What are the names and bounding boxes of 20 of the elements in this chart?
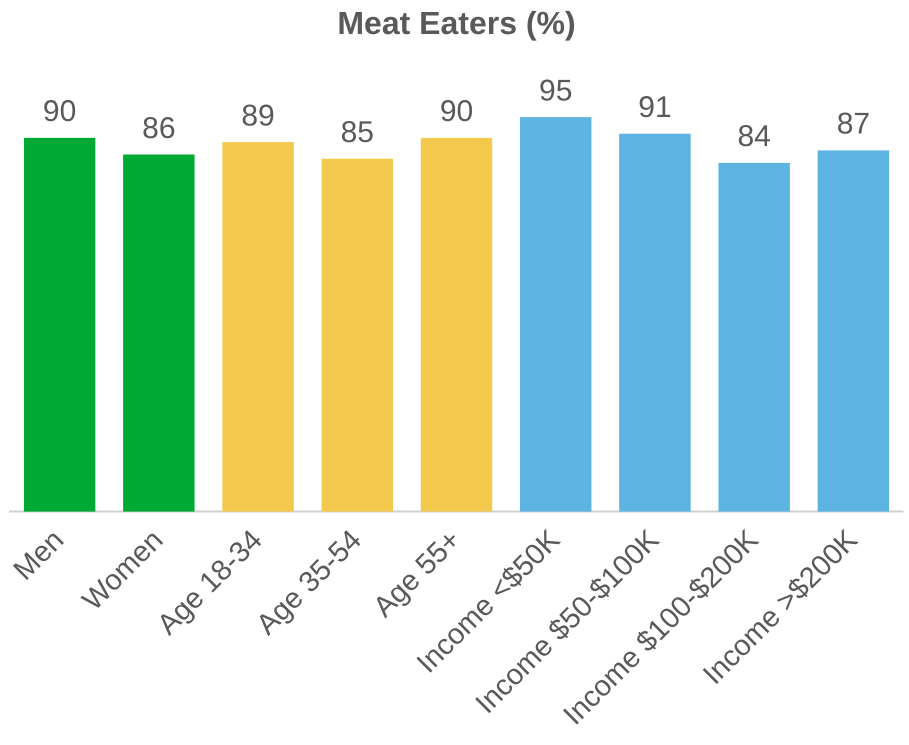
data-label: 90 xyxy=(42,95,76,128)
data-label: 95 xyxy=(539,74,572,108)
x-tick-label: Men xyxy=(8,524,70,587)
data-label: 91 xyxy=(638,91,672,124)
bar xyxy=(818,150,890,512)
data-label: 84 xyxy=(737,120,771,154)
chart-title: Meat Eaters (%) xyxy=(337,5,576,42)
bar xyxy=(520,117,592,512)
data-label: 89 xyxy=(241,99,275,132)
bar xyxy=(222,142,294,512)
bar xyxy=(718,162,790,512)
data-label: 85 xyxy=(340,116,374,149)
data-label: 90 xyxy=(440,95,474,128)
bar xyxy=(123,154,195,512)
bar xyxy=(322,158,393,512)
bar xyxy=(420,138,492,512)
data-label: 87 xyxy=(836,108,870,141)
data-label: 86 xyxy=(142,112,176,145)
bar xyxy=(619,134,691,512)
bar xyxy=(24,138,96,512)
